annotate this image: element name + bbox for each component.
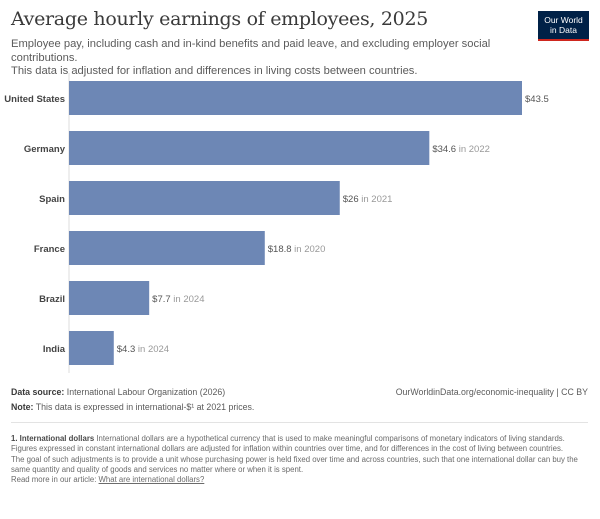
category-label: United States xyxy=(4,94,65,105)
note: Note: This data is expressed in internat… xyxy=(11,402,254,412)
footnote-text: International dollars are a hypothetical… xyxy=(96,434,565,443)
category-label: Spain xyxy=(39,194,65,205)
value-label: $26 in 2021 xyxy=(343,194,393,205)
note-label: Note: xyxy=(11,402,34,412)
category-label: Germany xyxy=(24,144,66,155)
value-text: $34.6 xyxy=(432,144,456,155)
source-url[interactable]: OurWorldinData.org/economic-inequality |… xyxy=(395,387,588,397)
bar xyxy=(69,81,522,115)
logo-text: in Data xyxy=(550,24,577,35)
year-note: in 2021 xyxy=(359,194,393,205)
bar xyxy=(69,281,150,315)
year-note: in 2022 xyxy=(456,144,490,155)
year-note: in 2024 xyxy=(171,294,205,305)
divider xyxy=(11,422,588,423)
value-text: $18.8 xyxy=(268,244,292,255)
year-note: in 2020 xyxy=(292,244,326,255)
bar xyxy=(69,131,430,165)
bar-chart: United States $43.5 Germany $34.6 in 2022 Sp… xyxy=(4,73,549,373)
subtitle-line: This data is adjusted for inflation and … xyxy=(11,65,418,77)
category-label: Brazil xyxy=(39,294,65,305)
chart-subtitle: Employee pay, including cash and in-kind… xyxy=(11,38,551,79)
category-label: France xyxy=(34,244,65,255)
source-label: Data source: xyxy=(11,387,65,397)
value-text: $43.5 xyxy=(525,94,549,105)
footnote-title: 1. International dollars xyxy=(11,434,95,443)
value-label: $34.6 in 2022 xyxy=(432,144,490,155)
value-text: $7.7 xyxy=(152,294,171,305)
value-label: $7.7 in 2024 xyxy=(152,294,204,305)
value-text: $4.3 xyxy=(117,344,136,355)
bar xyxy=(69,231,265,265)
value-label: $43.5 xyxy=(525,94,549,105)
value-label: $18.8 in 2020 xyxy=(268,244,326,255)
article-link[interactable]: What are international dollars? xyxy=(98,475,205,485)
chart-title: Average hourly earnings of employees, 20… xyxy=(11,8,429,30)
note-text: This data is expressed in international-… xyxy=(35,402,255,412)
subtitle-line: Employee pay, including cash and in-kind… xyxy=(11,38,491,64)
bar xyxy=(69,181,340,215)
bar xyxy=(69,331,114,365)
read-more-text: Read more in our article: xyxy=(11,475,97,485)
value-label: $4.3 in 2024 xyxy=(117,344,169,355)
logo-text: Our World xyxy=(544,15,583,25)
year-note: in 2024 xyxy=(135,344,169,355)
footnotes: 1. International dollars International d… xyxy=(11,434,591,485)
owid-logo[interactable]: Our World in Data xyxy=(538,11,589,41)
value-text: $26 xyxy=(343,194,359,205)
source-text: International Labour Organization (2026) xyxy=(66,387,226,397)
footnote-text: Figures expressed in constant internatio… xyxy=(11,444,564,454)
footnote-text: The goal of such adjustments is to provi… xyxy=(11,454,578,474)
data-source: Data source: International Labour Organi… xyxy=(11,387,225,397)
category-label: India xyxy=(43,344,66,355)
